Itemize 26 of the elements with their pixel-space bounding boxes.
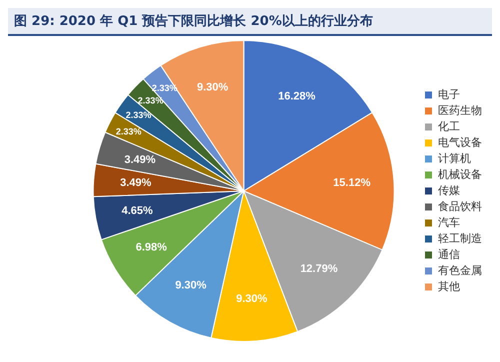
data-label: 3.49%	[120, 177, 152, 190]
legend-label: 电气设备	[438, 136, 482, 149]
legend-label: 通信	[438, 248, 460, 261]
data-label: 9.30%	[175, 280, 207, 292]
data-label: 12.79%	[300, 263, 338, 276]
data-label: 15.12%	[333, 177, 371, 190]
chart-title: 图 29: 2020 年 Q1 预告下限同比增长 20%以上的行业分布	[8, 8, 492, 36]
legend-label: 其他	[438, 280, 460, 293]
legend-label: 传媒	[438, 184, 460, 197]
data-label: 16.28%	[278, 90, 316, 103]
data-label: 9.30%	[236, 293, 268, 306]
legend-label: 医药生物	[438, 104, 482, 117]
legend-label: 计算机	[438, 152, 471, 165]
legend-label: 化工	[438, 120, 460, 133]
legend-label: 食品饮料	[438, 200, 482, 213]
data-label: 6.98%	[136, 242, 168, 254]
legend-label: 汽车	[438, 216, 460, 229]
data-label: 2.33%	[126, 110, 152, 120]
data-label: 3.49%	[124, 154, 156, 166]
data-label: 9.30%	[196, 81, 228, 94]
data-label: 2.33%	[116, 126, 142, 136]
legend-label: 机械设备	[438, 168, 482, 181]
legend-label: 轻工制造	[438, 232, 482, 245]
data-label: 4.65%	[122, 204, 154, 217]
legend-label: 电子	[438, 88, 460, 101]
legend-label: 有色金属	[438, 264, 482, 277]
